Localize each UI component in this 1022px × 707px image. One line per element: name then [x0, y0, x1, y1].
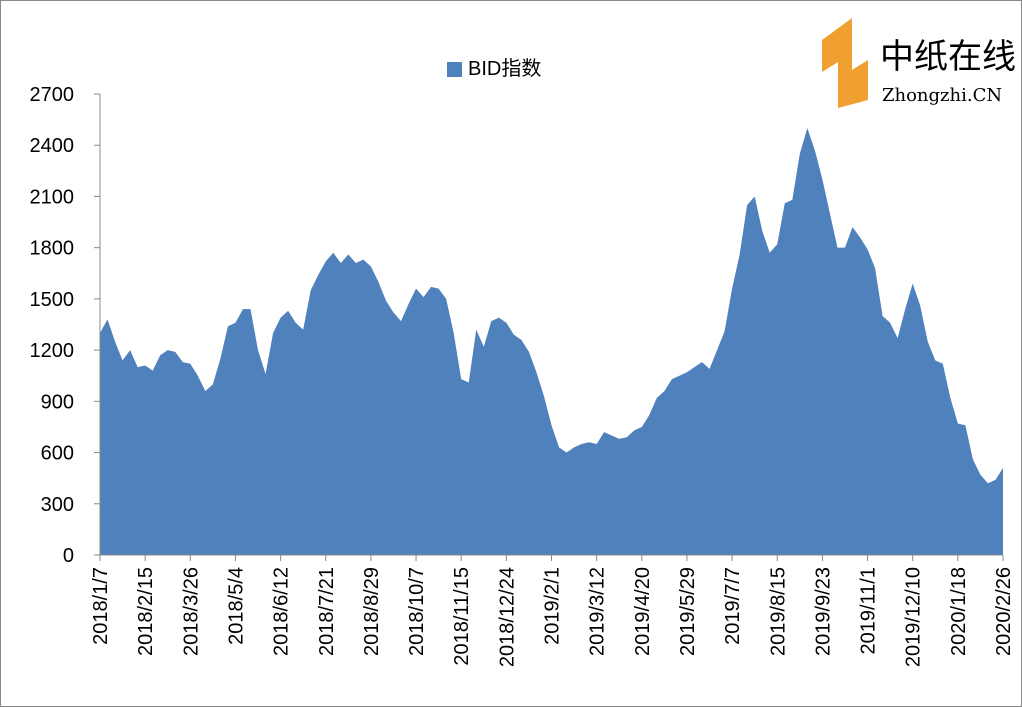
x-tick-label: 2019/7/7: [722, 567, 744, 645]
x-tick-label: 2018/12/24: [496, 567, 518, 667]
x-tick-label: 2018/3/26: [180, 567, 202, 656]
x-tick-label: 2019/9/23: [812, 567, 834, 656]
y-tick-label: 0: [63, 545, 74, 567]
x-tick-label: 2018/11/15: [451, 567, 473, 666]
y-tick-label: 2700: [30, 84, 75, 106]
logo: 中纸在线 Zhongzhi.CN: [822, 18, 1016, 108]
x-tick-label: 2019/12/10: [903, 567, 925, 667]
x-tick-label: 2018/2/15: [135, 567, 157, 656]
logo-icon: [822, 18, 868, 108]
x-tick-label: 2018/10/7: [406, 567, 428, 656]
x-tick-label: 2019/4/20: [632, 567, 654, 656]
x-tick-label: 2019/11/1: [858, 567, 880, 655]
area: [100, 128, 1003, 556]
y-tick-label: 2400: [30, 135, 75, 157]
x-tick-label: 2020/2/26: [993, 567, 1015, 656]
y-tick-label: 300: [41, 494, 74, 516]
legend-swatch: [447, 62, 462, 77]
x-tick-label: 2019/3/12: [587, 567, 609, 656]
legend-label: BID指数: [468, 57, 541, 80]
y-tick-label: 1800: [30, 238, 75, 260]
x-tick-label: 2018/1/7: [90, 567, 112, 645]
x-tick-label: 2018/7/21: [316, 567, 338, 656]
x-tick-label: 2020/1/18: [948, 567, 970, 656]
y-tick-label: 2100: [30, 186, 75, 208]
y-tick-label: 900: [41, 391, 74, 413]
x-tick-label: 2018/5/4: [225, 567, 247, 645]
x-tick-label: 2019/2/1: [542, 567, 564, 645]
logo-domain: Zhongzhi.CN: [882, 85, 1002, 106]
y-tick-label: 1500: [30, 289, 75, 311]
x-tick-label: 2018/8/29: [361, 567, 383, 656]
x-tick-label: 2019/8/15: [767, 567, 789, 656]
logo-name: 中纸在线: [880, 37, 1016, 77]
x-tick-label: 2018/6/12: [271, 567, 293, 656]
y-tick-label: 600: [41, 443, 74, 465]
x-tick-label: 2019/5/29: [677, 567, 699, 656]
y-tick-label: 1200: [30, 340, 75, 362]
